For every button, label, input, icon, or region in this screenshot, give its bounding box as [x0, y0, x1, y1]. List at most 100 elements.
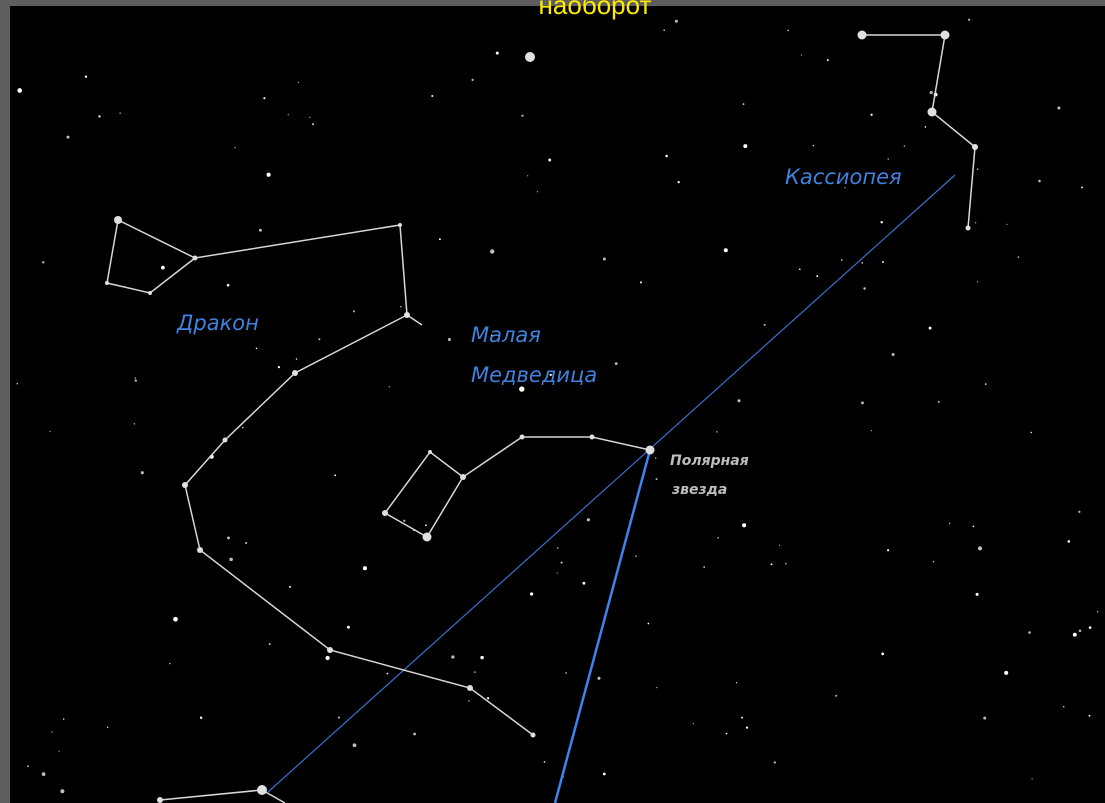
star [353, 310, 355, 313]
star [861, 401, 864, 405]
star [863, 287, 866, 290]
star [1031, 778, 1033, 780]
star [362, 566, 367, 571]
star [268, 643, 271, 646]
star [352, 743, 357, 748]
star [816, 275, 819, 278]
star [173, 616, 178, 622]
star [932, 561, 935, 563]
star [134, 377, 136, 379]
star [258, 228, 262, 232]
sky [10, 6, 1105, 803]
star [42, 261, 45, 264]
star [480, 655, 484, 660]
star [277, 365, 281, 369]
star [773, 761, 776, 764]
star [548, 158, 552, 162]
star [861, 262, 864, 264]
star [60, 789, 65, 794]
star [413, 732, 416, 736]
star [63, 718, 65, 720]
star [655, 478, 658, 481]
star [266, 172, 271, 177]
star [742, 103, 745, 106]
star [447, 338, 451, 341]
star [887, 158, 889, 160]
star [119, 112, 121, 114]
star [968, 18, 971, 21]
star [903, 145, 906, 147]
star [490, 249, 495, 254]
star [841, 259, 843, 261]
star [835, 694, 838, 697]
star [318, 338, 321, 341]
draco-label: Дракон [176, 311, 259, 335]
star [1088, 714, 1091, 717]
star [486, 697, 490, 700]
star [787, 29, 790, 32]
star [717, 536, 720, 539]
star [226, 283, 230, 287]
star [703, 566, 706, 568]
cassiopeia-label: Кассиопея [785, 165, 902, 189]
star [41, 772, 46, 776]
star [743, 144, 748, 149]
star [1017, 256, 1020, 258]
star [602, 257, 606, 261]
star [582, 581, 586, 585]
ursa-minor-label: Медведица [471, 363, 597, 387]
polaris-label: Полярная [670, 453, 749, 469]
star [1081, 186, 1083, 189]
ursa-minor-lines [383, 436, 651, 539]
star [1030, 431, 1032, 434]
star [972, 525, 975, 528]
star [400, 305, 402, 308]
draco-lines [406, 314, 423, 326]
star [556, 547, 559, 549]
star [887, 549, 890, 552]
star [812, 145, 815, 147]
star [881, 652, 885, 656]
star [984, 383, 987, 385]
star [1028, 631, 1031, 634]
star [983, 716, 987, 720]
star [778, 544, 781, 546]
star [799, 268, 801, 270]
star [1078, 629, 1082, 633]
star [725, 732, 728, 735]
star [527, 175, 529, 177]
star [692, 722, 694, 725]
star [597, 676, 601, 680]
star [975, 592, 979, 596]
star [311, 123, 315, 126]
pointer-line [553, 449, 652, 803]
star [741, 716, 743, 719]
star [1088, 626, 1092, 629]
star [974, 222, 977, 224]
star [924, 126, 927, 128]
star [529, 592, 534, 596]
star [1006, 223, 1008, 225]
star [140, 471, 144, 475]
star [763, 323, 766, 326]
star [723, 248, 728, 253]
star [438, 238, 441, 241]
star [677, 180, 680, 184]
star [134, 379, 137, 382]
star [976, 168, 979, 170]
star [1067, 540, 1071, 543]
star [639, 281, 643, 284]
pointer-line [267, 174, 956, 793]
star [549, 373, 552, 377]
ursa-minor-label: Малая [471, 323, 541, 347]
star [785, 562, 787, 565]
star [51, 731, 53, 733]
star [536, 191, 539, 193]
star [1072, 632, 1077, 637]
star [17, 88, 23, 93]
star [309, 116, 311, 119]
star [255, 347, 258, 350]
star [242, 426, 244, 429]
star [560, 561, 563, 564]
star [937, 400, 940, 403]
